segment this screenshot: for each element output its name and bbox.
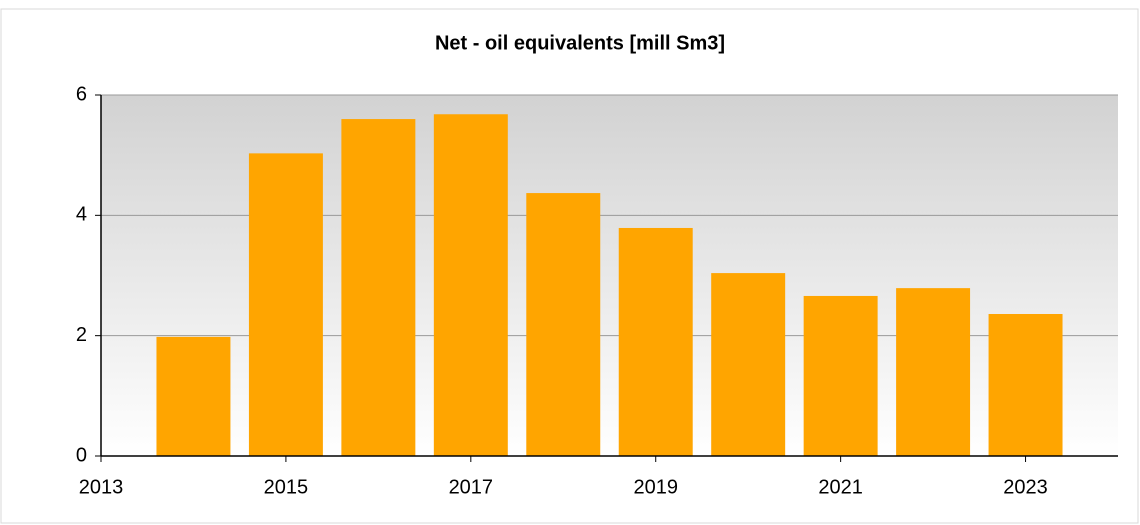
x-tick-label: 2015 bbox=[264, 476, 309, 498]
y-tick-label: 2 bbox=[76, 324, 87, 346]
x-tick-label: 2023 bbox=[1003, 476, 1048, 498]
y-tick-label: 0 bbox=[76, 444, 87, 466]
bar bbox=[433, 114, 508, 457]
bar bbox=[618, 227, 693, 456]
x-tick-label: 2019 bbox=[633, 476, 678, 498]
bar bbox=[803, 295, 878, 456]
y-tick-label: 4 bbox=[76, 204, 87, 226]
y-tick-label: 6 bbox=[76, 83, 87, 105]
x-tick-label: 2013 bbox=[79, 476, 124, 498]
chart-title: Net - oil equivalents [mill Sm3] bbox=[435, 32, 725, 54]
bar bbox=[896, 288, 971, 456]
bar bbox=[248, 153, 323, 456]
bar bbox=[988, 314, 1063, 456]
x-tick-label: 2021 bbox=[818, 476, 863, 498]
bar bbox=[711, 273, 786, 456]
x-tick-label: 2017 bbox=[449, 476, 494, 498]
bar bbox=[526, 193, 601, 457]
bar bbox=[341, 119, 416, 457]
bar bbox=[156, 336, 231, 456]
